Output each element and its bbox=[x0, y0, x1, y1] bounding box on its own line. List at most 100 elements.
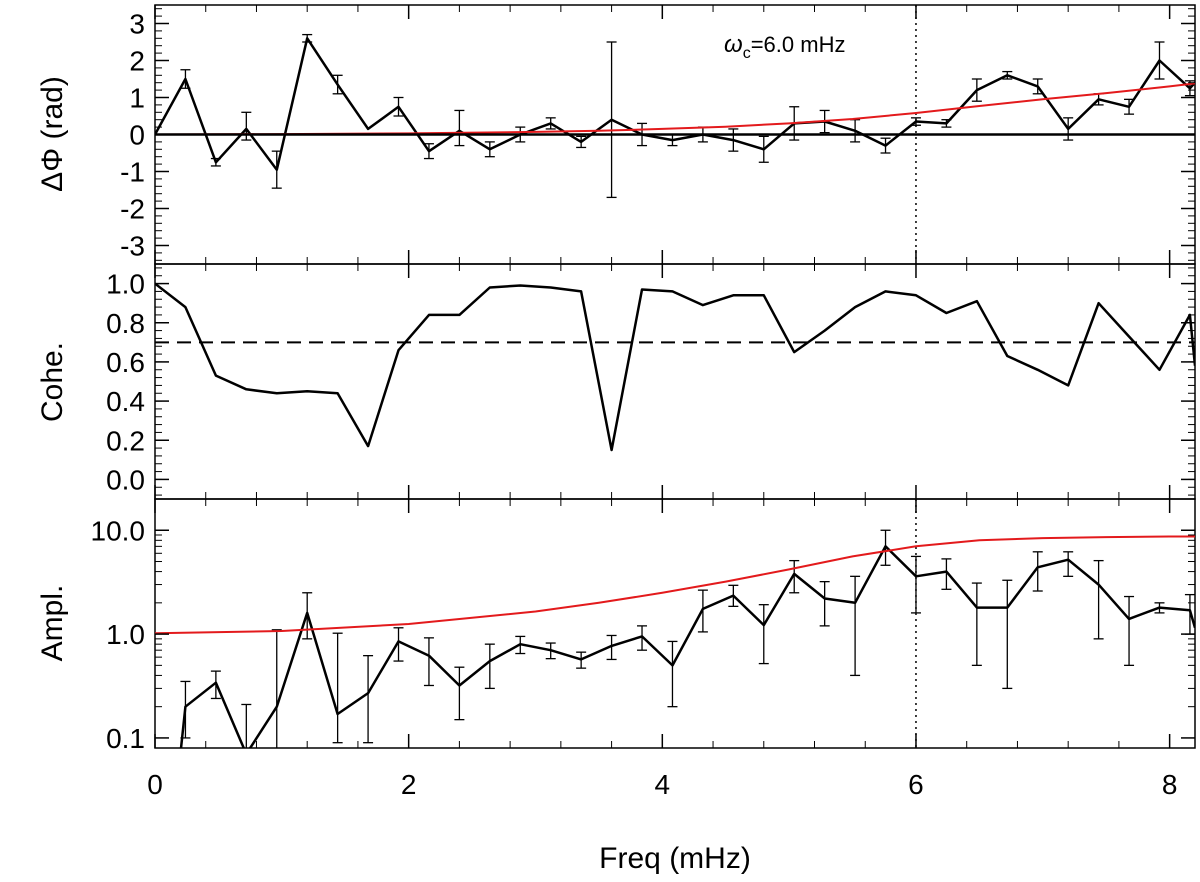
x-axis-title: Freq (mHz) bbox=[599, 842, 751, 875]
coherence-plot-marks: 1.0 0.8 0.6 0.4 0.2 0.0 bbox=[106, 264, 1195, 499]
error-bar bbox=[850, 575, 861, 677]
annotation-subscript: c bbox=[743, 45, 751, 62]
y-tick-label: 0.8 bbox=[106, 308, 145, 339]
error-bar bbox=[576, 135, 587, 149]
amplitude-ratio-line bbox=[179, 545, 1195, 748]
error-bar bbox=[241, 111, 252, 141]
error-bar bbox=[271, 629, 282, 748]
y-tick-label: 2 bbox=[129, 46, 145, 77]
error-bar bbox=[758, 135, 769, 163]
coherence-panel-frame bbox=[154, 263, 1196, 500]
y-tick-label: 0.0 bbox=[106, 464, 145, 495]
error-bar bbox=[758, 604, 769, 665]
coherence-line bbox=[155, 282, 1195, 452]
error-bar bbox=[180, 680, 191, 739]
error-bar bbox=[423, 637, 434, 687]
error-bar bbox=[1093, 559, 1104, 640]
amplitude-ylabel: Ampl. bbox=[36, 585, 69, 662]
error-bar bbox=[545, 642, 556, 660]
model-line bbox=[155, 82, 1195, 136]
error-bar bbox=[728, 128, 739, 152]
error-bar bbox=[606, 41, 617, 199]
error-bar bbox=[1184, 593, 1195, 635]
panel-plot-area bbox=[155, 282, 1195, 452]
y-tick-label: 0.6 bbox=[106, 347, 145, 378]
error-bar bbox=[332, 632, 343, 744]
y-tick-label: 3 bbox=[129, 9, 145, 40]
y-tick-label: 1.0 bbox=[106, 269, 145, 300]
error-bar bbox=[180, 69, 191, 89]
error-bar bbox=[423, 143, 434, 160]
panel-plot-area bbox=[155, 499, 1195, 748]
error-bar bbox=[880, 529, 891, 566]
error-bar bbox=[941, 558, 952, 590]
x-tick-label: 2 bbox=[401, 769, 417, 800]
y-tick-label: 1 bbox=[129, 83, 145, 114]
error-bar bbox=[667, 640, 678, 708]
y-tick-label: 0 bbox=[129, 120, 145, 151]
phase-plot-marks: 3 2 1 0 -1 -2 -3 bbox=[120, 5, 1195, 264]
error-bar bbox=[484, 643, 495, 690]
y-tick-label: -2 bbox=[120, 194, 145, 225]
error-bar bbox=[515, 635, 526, 655]
y-tick-label: 0.2 bbox=[106, 425, 145, 456]
error-bar bbox=[1032, 551, 1043, 592]
amplitude-plot-marks: 10.0 1.0 0.10 2 4 6 8 bbox=[91, 498, 1195, 800]
y-tick-label: 1.0 bbox=[106, 619, 145, 650]
coherence-ylabel: Cohe. bbox=[36, 342, 69, 422]
error-bar bbox=[241, 703, 252, 748]
error-bar bbox=[910, 117, 921, 126]
error-bar bbox=[576, 651, 587, 669]
y-tick-label: 0.4 bbox=[106, 386, 145, 417]
error-bar bbox=[606, 634, 617, 661]
model-line bbox=[155, 535, 1195, 635]
y-tick-label: -3 bbox=[120, 231, 145, 262]
error-bar bbox=[210, 670, 221, 700]
error-bar bbox=[637, 625, 648, 651]
error-bar bbox=[1154, 41, 1165, 80]
error-bar bbox=[393, 627, 404, 662]
error-bar bbox=[728, 584, 739, 608]
error-bar bbox=[363, 655, 374, 744]
error-bar bbox=[910, 555, 921, 614]
error-bar bbox=[1063, 117, 1074, 141]
error-bar bbox=[1124, 98, 1135, 115]
error-bar bbox=[302, 33, 313, 43]
error-bar bbox=[941, 119, 952, 128]
error-bar bbox=[484, 141, 495, 158]
error-bar bbox=[545, 117, 556, 130]
y-tick-label: -1 bbox=[120, 157, 145, 188]
error-bar bbox=[819, 580, 830, 627]
error-bar bbox=[1063, 551, 1074, 577]
y-tick-label: 10.0 bbox=[91, 515, 146, 546]
error-bar bbox=[880, 137, 891, 154]
y-tick-label: 0.1 bbox=[106, 723, 145, 754]
x-tick-label: 4 bbox=[655, 769, 671, 800]
panel-plot-area bbox=[155, 5, 1195, 264]
x-tick-label: 6 bbox=[908, 769, 924, 800]
error-bar bbox=[789, 559, 800, 594]
error-bar bbox=[393, 96, 404, 117]
error-bar bbox=[271, 150, 282, 189]
error-bar bbox=[454, 666, 465, 721]
x-tick-label: 8 bbox=[1162, 769, 1178, 800]
annotation-value: =6.0 mHz bbox=[751, 32, 846, 57]
error-bar bbox=[697, 589, 708, 633]
error-bar bbox=[971, 582, 982, 667]
error-bar bbox=[1154, 602, 1165, 614]
error-bar bbox=[302, 592, 313, 640]
error-bar bbox=[1032, 78, 1043, 95]
phase-difference-line bbox=[155, 37, 1195, 171]
error-bar bbox=[1002, 579, 1013, 690]
annotation-omega: ω bbox=[724, 31, 743, 58]
error-bar bbox=[332, 74, 343, 95]
error-bar bbox=[1124, 595, 1135, 667]
x-tick-label: 0 bbox=[147, 769, 163, 800]
error-bar bbox=[454, 109, 465, 147]
error-bar bbox=[210, 157, 221, 167]
phase-ylabel: ΔΦ (rad) bbox=[36, 76, 69, 192]
error-bar bbox=[1002, 70, 1013, 80]
error-bar bbox=[971, 78, 982, 102]
cutoff-annotation: ωc=6.0 mHz bbox=[724, 31, 845, 62]
